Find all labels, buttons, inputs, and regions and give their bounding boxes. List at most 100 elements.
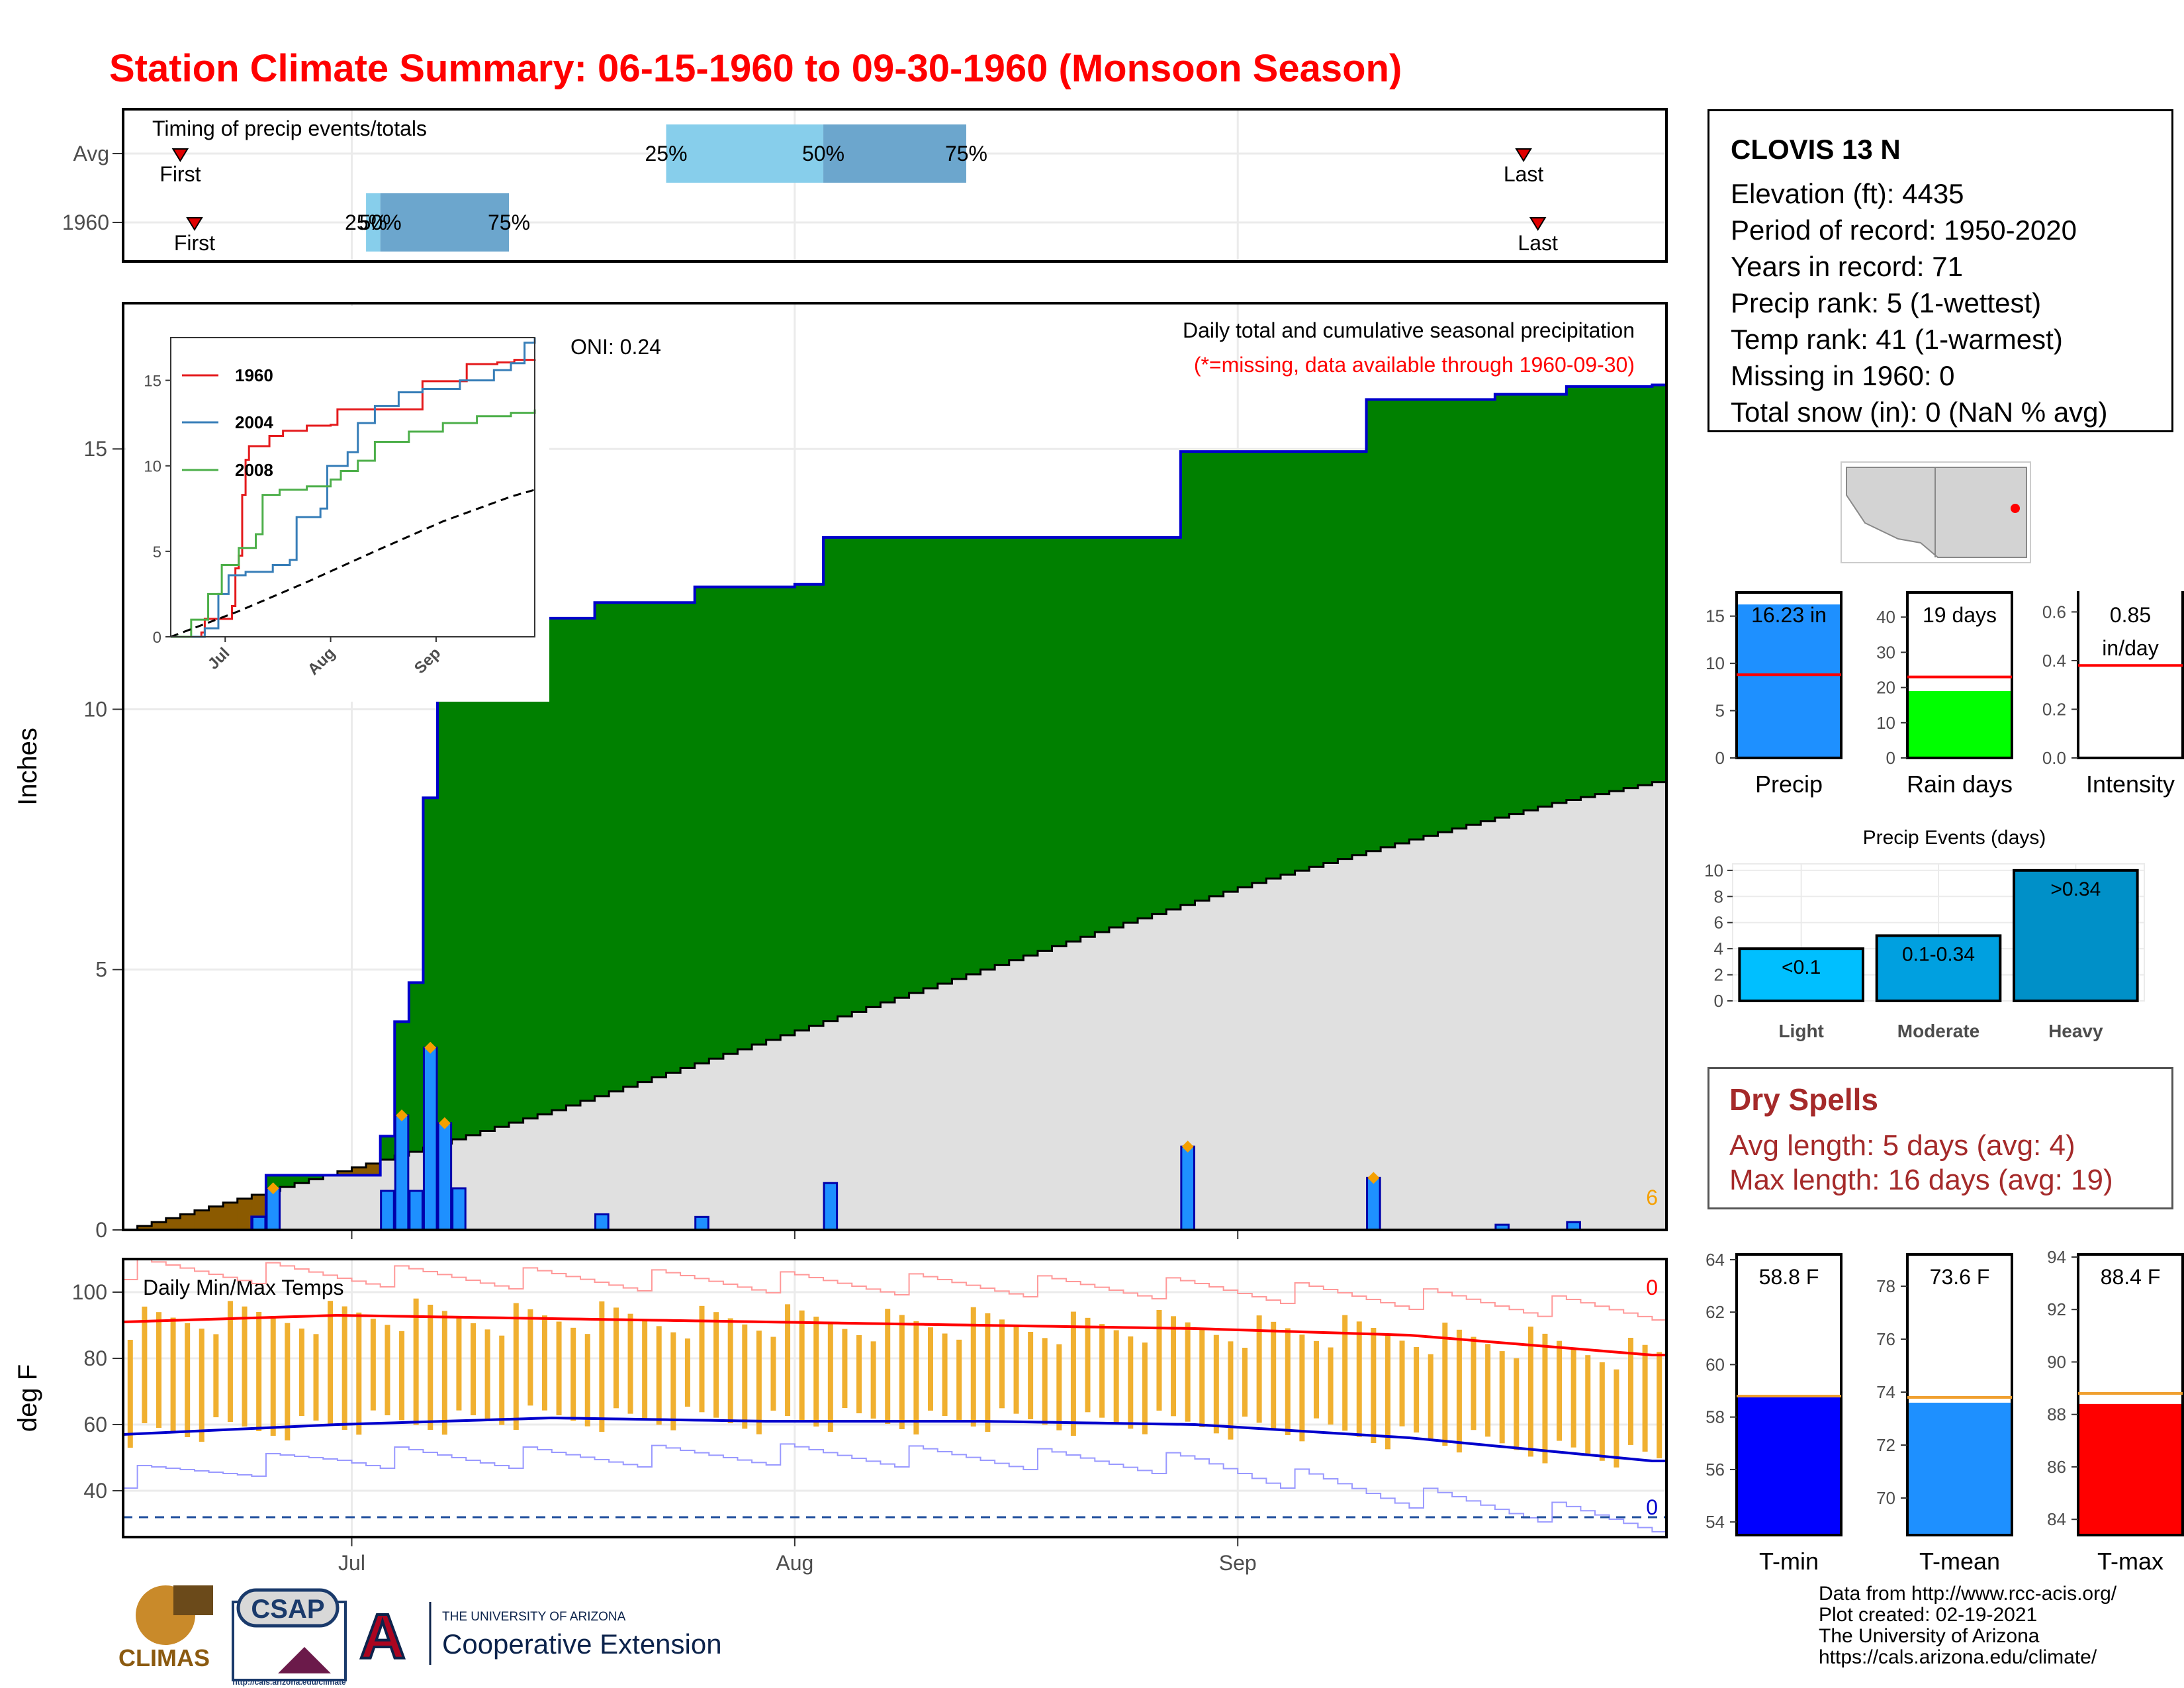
daily-temp-range-bar <box>428 1305 433 1430</box>
inset-legend-label: 1960 <box>235 365 273 385</box>
dry-spells-max: Max length: 16 days (avg: 19) <box>1729 1164 2113 1196</box>
credit-url: https://cals.arizona.edu/climate/ <box>1819 1646 2097 1668</box>
surplus-area <box>823 537 839 1021</box>
surplus-area <box>1180 451 1196 906</box>
credit-university: The University of Arizona <box>1819 1625 2040 1647</box>
daily-temp-range-bar <box>1471 1336 1477 1430</box>
daily-precip-bar <box>1180 1145 1195 1231</box>
summary-bar-ytick-label: 60 <box>1706 1354 1725 1374</box>
daily-temp-range-bar <box>842 1329 848 1408</box>
surplus-area <box>1251 451 1267 883</box>
daily-temp-range-bar <box>1328 1347 1334 1425</box>
daily-temp-range-bar <box>785 1304 791 1416</box>
summary-bar-ytick-label: 78 <box>1876 1276 1895 1296</box>
surplus-area <box>1166 537 1181 910</box>
daily-temp-range-bar <box>799 1310 805 1421</box>
timing-row-label: 1960 <box>62 211 109 234</box>
surplus-area <box>466 649 481 1135</box>
daily-temp-range-bar <box>341 1306 347 1430</box>
daily-temp-range-bar <box>1570 1348 1576 1448</box>
summary-bar-ytick-label: 94 <box>2047 1247 2066 1267</box>
surplus-area <box>794 584 810 1031</box>
daily-temp-range-bar <box>1628 1337 1634 1445</box>
daily-precip-bar <box>694 1215 709 1231</box>
deficit-area <box>194 1210 210 1230</box>
daily-temp-range-bar <box>999 1319 1005 1409</box>
daily-temp-range-bar <box>613 1307 619 1409</box>
surplus-area <box>1223 451 1238 892</box>
surplus-area <box>737 586 752 1050</box>
events-bar-label: 0.1-0.34 <box>1902 943 1975 965</box>
summary-bar-ytick-label: 15 <box>1706 606 1725 626</box>
daily-precip-bar <box>251 1215 267 1231</box>
daily-temp-range-bar <box>627 1313 633 1414</box>
daily-temp-range-bar <box>584 1334 590 1427</box>
ua-logo-big-text: Cooperative Extension <box>442 1628 722 1660</box>
surplus-area <box>923 537 938 989</box>
timing-first-marker <box>186 217 203 231</box>
summary-bar-ytick-label: 58 <box>1706 1407 1725 1427</box>
surplus-area <box>1509 394 1524 814</box>
timing-last-label: Last <box>1504 162 1544 186</box>
surplus-area <box>780 586 796 1035</box>
summary-bar-category: T-max <box>2097 1548 2163 1575</box>
surplus-area <box>623 602 638 1087</box>
daily-temp-range-bar <box>742 1324 748 1429</box>
station-temp-rank: Temp rank: 41 (1-warmest) <box>1731 324 2063 355</box>
daily-temp-range-bar <box>356 1312 362 1435</box>
daily-temp-range-bar <box>370 1319 376 1411</box>
surplus-area <box>909 537 924 994</box>
surplus-area <box>1537 394 1553 807</box>
daily-temp-range-bar <box>513 1303 519 1430</box>
daily-temp-range-bar <box>1056 1344 1062 1430</box>
surplus-area <box>594 602 610 1096</box>
oni-label: ONI: 0.24 <box>570 335 661 359</box>
daily-temp-range-bar <box>556 1321 562 1415</box>
timing-q50-label: 50% <box>359 211 402 234</box>
daily-temp-range-bar <box>1414 1347 1420 1432</box>
inset-series-2004 <box>171 338 536 638</box>
summary-bar-ytick-label: 62 <box>1706 1302 1725 1322</box>
surplus-area <box>1295 451 1310 871</box>
extreme-marker <box>396 1109 408 1121</box>
surplus-area <box>523 649 538 1119</box>
climas-logo-text: CLIMAS <box>118 1644 210 1671</box>
summary-bar-category: Rain days <box>1907 771 2013 798</box>
daily-precip-bar <box>394 1114 410 1231</box>
surplus-area <box>1409 399 1424 840</box>
csap-logo-mountain <box>278 1647 331 1673</box>
precip-ytick-label: 0 <box>95 1218 107 1242</box>
temps-xtick-label: Jul <box>338 1551 365 1575</box>
surplus-area <box>837 537 852 1017</box>
page-title: Station Climate Summary: 06-15-1960 to 0… <box>109 47 1402 90</box>
extreme-marker <box>267 1182 279 1195</box>
surplus-area <box>566 618 581 1106</box>
timing-frame <box>122 108 1668 263</box>
daily-temp-range-bar <box>298 1329 304 1416</box>
deficit-area <box>251 1194 267 1217</box>
surplus-area <box>1195 451 1210 901</box>
surplus-area <box>866 537 882 1008</box>
daily-temp-range-bar <box>1485 1344 1491 1437</box>
climas-logo-shape <box>173 1585 213 1615</box>
daily-temp-range-bar <box>1185 1322 1191 1422</box>
daily-temp-range-bar <box>142 1306 148 1423</box>
intensity-panel: 0.0 0.2 0.4 0.6 0.85 in/day Intensity <box>2042 551 2184 798</box>
events-ytick-label: 0 <box>1714 991 1723 1011</box>
daily-temp-range-bar <box>385 1325 390 1415</box>
summary-bar-value <box>2079 1403 2181 1534</box>
daily-temp-range-bar <box>1142 1342 1148 1434</box>
surplus-area <box>308 1175 324 1180</box>
daily-temp-range-bar <box>1585 1355 1591 1454</box>
daily-precip-bar <box>823 1182 839 1231</box>
daily-temp-range-bar <box>642 1320 648 1419</box>
extreme-marker <box>424 1041 437 1054</box>
temps-avg-tmax-line <box>122 1313 1666 1356</box>
events-bar-label: <0.1 <box>1782 957 1821 978</box>
surplus-area <box>494 649 510 1127</box>
surplus-area <box>895 537 910 998</box>
deficit-area <box>237 1198 252 1230</box>
daily-temp-range-bar <box>213 1334 219 1417</box>
daily-precip-bar <box>422 1047 438 1231</box>
